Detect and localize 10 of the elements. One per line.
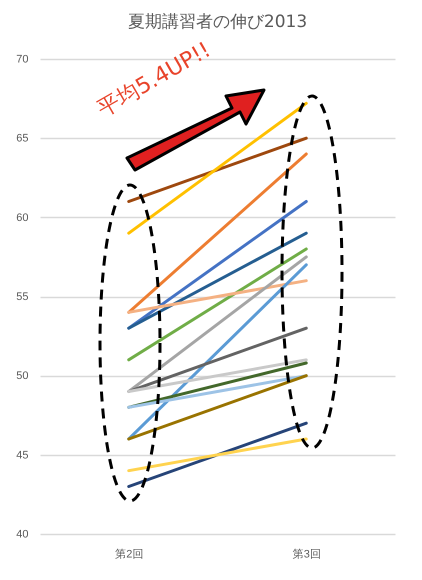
chart-title: 夏期講習者の伸び2013 bbox=[128, 12, 308, 32]
y-tick-label: 45 bbox=[16, 449, 28, 462]
y-tick-label: 65 bbox=[16, 132, 28, 145]
x-tick-label: 第3回 bbox=[292, 548, 321, 560]
x-tick-label: 第2回 bbox=[115, 548, 144, 560]
y-tick-label: 40 bbox=[16, 528, 28, 540]
y-tick-label: 60 bbox=[16, 212, 28, 224]
y-tick-label: 70 bbox=[16, 54, 28, 66]
y-tick-label: 50 bbox=[16, 370, 28, 382]
y-tick-label: 55 bbox=[16, 291, 28, 303]
